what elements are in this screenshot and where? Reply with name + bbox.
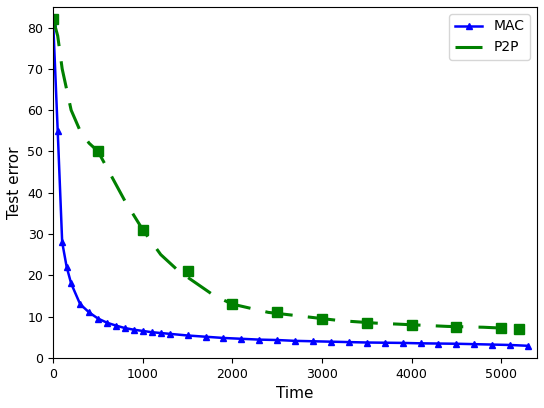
MAC: [310, 339, 316, 344]
Line: P2P: P2P: [53, 19, 519, 329]
P2P: [301, 314, 307, 319]
P2P: [247, 306, 254, 311]
P2P: [409, 322, 415, 327]
MAC: [327, 339, 334, 344]
P2P: [355, 319, 361, 324]
P2P: [265, 310, 271, 315]
P2P: [193, 281, 200, 286]
P2P: [373, 321, 379, 326]
MAC: [157, 330, 164, 335]
MAC: [50, 21, 57, 26]
P2P: [77, 129, 83, 133]
MAC: [363, 340, 370, 345]
MAC: [292, 338, 299, 343]
MAC: [122, 326, 128, 330]
MAC: [59, 240, 65, 245]
MAC: [54, 129, 61, 133]
MAC: [77, 302, 83, 306]
MAC: [274, 337, 281, 342]
P2P: [391, 322, 397, 326]
P2P: [480, 325, 486, 330]
P2P: [444, 324, 451, 329]
MAC: [417, 341, 424, 346]
MAC: [95, 316, 101, 321]
MAC: [256, 337, 263, 342]
MAC: [489, 342, 496, 347]
P2P: [337, 318, 343, 323]
P2P: [68, 108, 75, 113]
X-axis label: Time: Time: [276, 386, 314, 401]
MAC: [149, 330, 155, 335]
P2P: [122, 198, 128, 203]
MAC: [86, 310, 92, 315]
P2P: [229, 302, 236, 306]
P2P: [516, 326, 522, 331]
MAC: [399, 340, 406, 345]
MAC: [471, 342, 478, 347]
P2P: [462, 324, 468, 329]
P2P: [59, 67, 65, 71]
P2P: [157, 252, 164, 257]
P2P: [140, 227, 146, 232]
MAC: [202, 334, 209, 339]
MAC: [381, 340, 388, 345]
MAC: [525, 344, 531, 348]
P2P: [104, 166, 110, 171]
MAC: [220, 335, 227, 340]
P2P: [54, 33, 61, 38]
Y-axis label: Test error: Test error: [7, 146, 22, 219]
MAC: [435, 341, 442, 346]
MAC: [507, 343, 514, 348]
MAC: [453, 341, 460, 346]
P2P: [319, 316, 325, 321]
MAC: [184, 333, 191, 338]
P2P: [113, 182, 119, 187]
P2P: [283, 312, 289, 317]
MAC: [64, 264, 70, 269]
MAC: [131, 327, 137, 332]
Line: MAC: MAC: [50, 20, 531, 349]
P2P: [426, 323, 433, 328]
P2P: [95, 149, 101, 154]
P2P: [175, 268, 182, 273]
MAC: [238, 336, 245, 341]
P2P: [211, 293, 218, 298]
P2P: [86, 141, 92, 146]
MAC: [140, 328, 146, 333]
P2P: [50, 17, 57, 22]
P2P: [498, 326, 504, 330]
MAC: [104, 320, 110, 325]
MAC: [68, 281, 75, 286]
MAC: [166, 331, 173, 336]
Legend: MAC, P2P: MAC, P2P: [449, 14, 530, 60]
MAC: [113, 323, 119, 328]
MAC: [345, 339, 352, 344]
